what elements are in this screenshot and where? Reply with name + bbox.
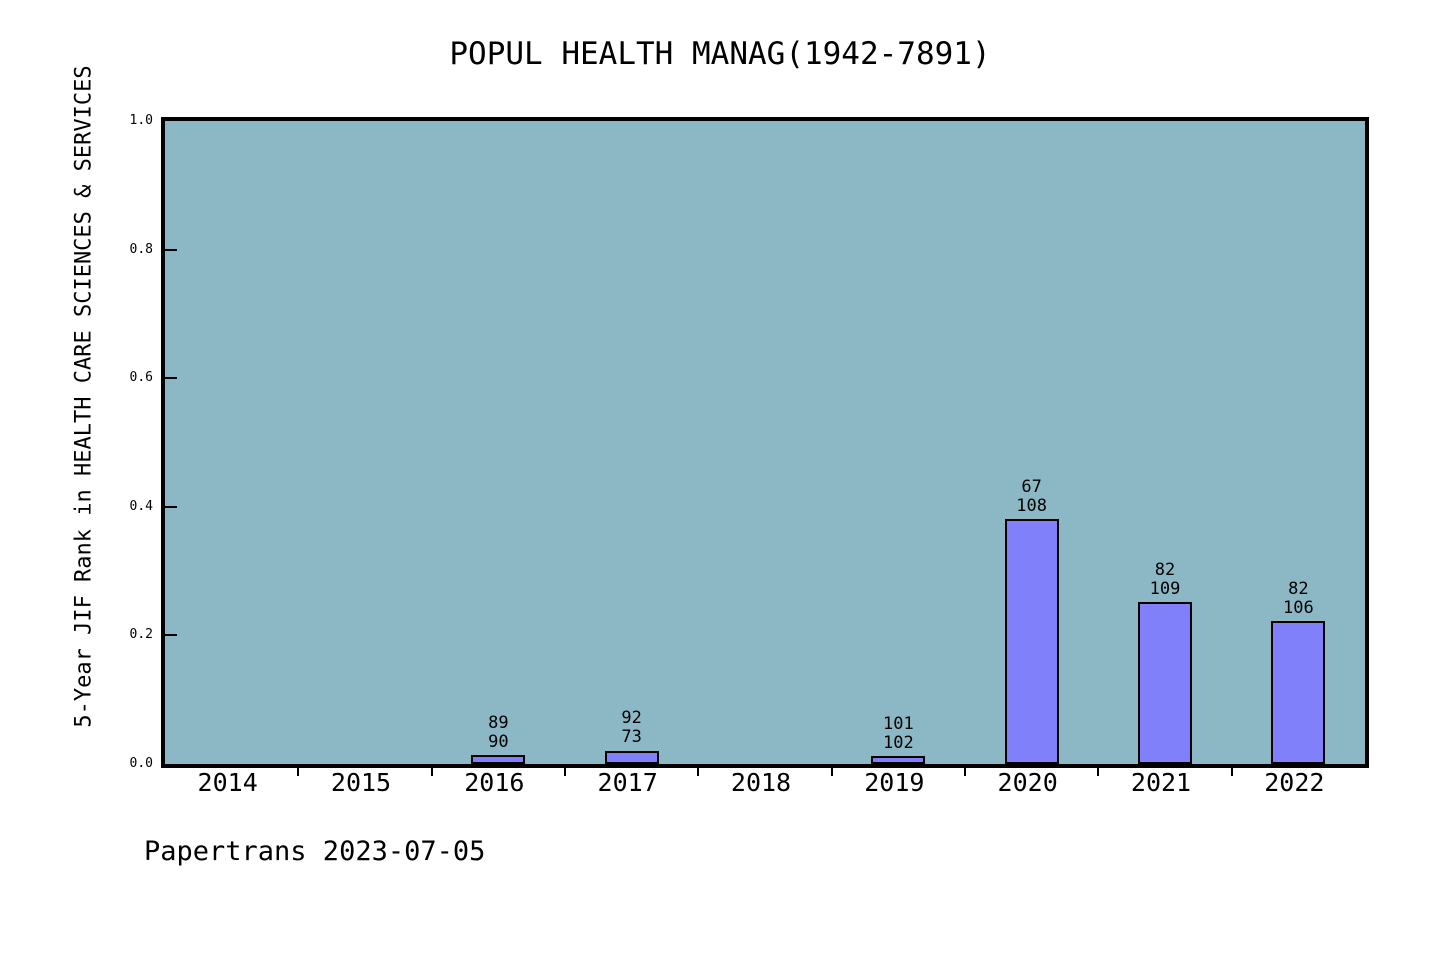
x-axis-tick-label-2018: 2018 — [730, 768, 792, 797]
x-axis-tick-label-2019: 2019 — [864, 768, 925, 797]
x-axis-tick-label-2017: 2017 — [597, 768, 658, 797]
bar-value-label-2021: 82 109 — [1085, 559, 1245, 599]
bar-value-label-2022: 82 106 — [1218, 580, 1378, 618]
x-axis-tick-label-2016: 2016 — [464, 768, 525, 797]
y-axis-tick-label: 0.4 — [129, 498, 153, 514]
bar-rank-value: 82 — [1288, 579, 1309, 600]
y-axis-tick-label: 0.8 — [129, 241, 153, 257]
bar-rank-value: 101 — [882, 714, 914, 735]
x-axis-tick-mark — [564, 764, 566, 776]
bar-2022[interactable] — [1271, 621, 1326, 764]
y-axis-tick-label: 1.0 — [129, 113, 153, 128]
y-axis-tick-label: 0.2 — [129, 627, 153, 643]
x-axis-tick-mark — [697, 764, 700, 776]
y-axis-tick: 0.6 — [121, 370, 177, 386]
x-axis-tick-label-2021: 2021 — [1130, 768, 1192, 797]
y-axis-tick: 0.4 — [121, 498, 177, 515]
y-axis-tick-label: 0.6 — [129, 370, 153, 386]
y-axis-tick: 0.0 — [121, 756, 165, 772]
bar-total-value: 90 — [488, 731, 509, 752]
y-axis-tick: 0.8 — [121, 241, 177, 258]
footer-note: Papertrans 2023-07-05 — [144, 836, 486, 867]
bar-total-value: 108 — [1016, 496, 1048, 517]
bar-rank-value: 92 — [621, 708, 642, 729]
x-axis-tick-mark — [297, 764, 300, 776]
bar-rank-value: 82 — [1154, 559, 1176, 580]
y-axis-tick-mark — [165, 248, 177, 251]
bar-2020[interactable] — [1004, 519, 1059, 764]
y-axis-tick: 1.0 — [121, 113, 165, 129]
bar-rank-value: 67 — [1021, 477, 1042, 498]
x-axis-tick-mark — [830, 764, 833, 776]
bar-2016[interactable] — [471, 755, 526, 764]
plot-inner: 89 90 92 73 101 102 67 108 82 109 82 106 — [165, 121, 1365, 776]
bar-value-label-2017: 92 73 — [552, 709, 712, 747]
y-axis-tick-mark — [165, 634, 177, 637]
bar-2019[interactable] — [871, 756, 926, 764]
bar-total-value: 102 — [882, 733, 914, 754]
x-axis-tick-label-2014: 2014 — [197, 768, 258, 797]
y-axis-tick: 0.2 — [121, 627, 177, 643]
bar-total-value: 106 — [1282, 598, 1314, 619]
chart-title: POPUL HEALTH MANAG(1942-7891) — [449, 36, 991, 72]
x-axis-tick-label-2015: 2015 — [330, 768, 392, 797]
bar-value-label-2019: 101 102 — [818, 715, 978, 753]
bar-2021[interactable] — [1138, 601, 1192, 764]
x-axis-tick-mark — [1097, 764, 1100, 776]
x-axis-tick-mark — [1230, 764, 1233, 776]
bar-total-value: 73 — [621, 727, 642, 748]
bar-2017[interactable] — [604, 750, 659, 764]
bar-value-label-2016: 89 90 — [418, 712, 578, 752]
bar-total-value: 109 — [1149, 578, 1181, 599]
x-axis-tick-label-2020: 2020 — [997, 768, 1058, 797]
x-axis-tick-label-2022: 2022 — [1264, 768, 1325, 797]
y-axis-tick-mark — [165, 377, 177, 380]
y-axis-tick-label: 0.0 — [129, 756, 153, 771]
y-axis-label: 5-Year JIF Rank in HEALTH CARE SCIENCES … — [71, 65, 97, 728]
plot-area: 89 90 92 73 101 102 67 108 82 109 82 106 0.0 0.2 0.4 0… — [130, 113, 1369, 776]
x-axis-tick-mark — [430, 764, 433, 776]
bar-rank-value: 89 — [488, 712, 509, 733]
bar-value-label-2020: 67 108 — [952, 478, 1112, 516]
x-axis-tick-mark — [964, 764, 966, 776]
y-axis-tick-mark — [165, 505, 177, 508]
